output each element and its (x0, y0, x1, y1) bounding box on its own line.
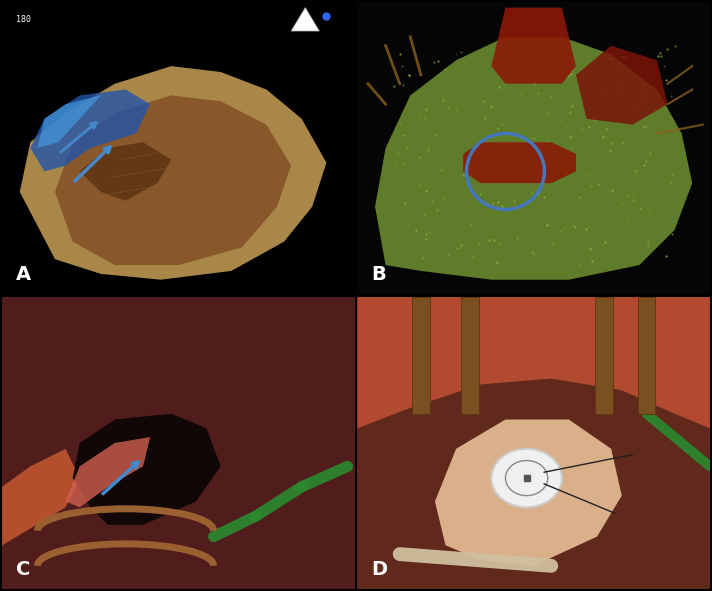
Polygon shape (357, 297, 710, 589)
Bar (638, 297, 655, 414)
Polygon shape (66, 437, 150, 507)
Polygon shape (463, 142, 576, 183)
Polygon shape (55, 95, 291, 265)
Bar (461, 297, 479, 414)
Polygon shape (20, 66, 326, 280)
Polygon shape (2, 297, 355, 589)
Polygon shape (576, 46, 668, 125)
Polygon shape (31, 90, 150, 171)
Polygon shape (357, 297, 710, 428)
Text: A: A (16, 265, 31, 284)
Text: 180: 180 (16, 15, 31, 24)
Text: B: B (372, 265, 386, 284)
Text: C: C (16, 560, 31, 579)
Circle shape (491, 449, 562, 507)
Polygon shape (435, 420, 622, 566)
Polygon shape (375, 37, 692, 280)
Bar (412, 297, 429, 414)
Polygon shape (291, 8, 320, 31)
Polygon shape (73, 414, 221, 525)
Polygon shape (2, 449, 80, 545)
Bar (595, 297, 613, 414)
Polygon shape (80, 142, 172, 201)
Polygon shape (38, 95, 101, 148)
Polygon shape (491, 8, 576, 84)
Text: D: D (372, 560, 387, 579)
